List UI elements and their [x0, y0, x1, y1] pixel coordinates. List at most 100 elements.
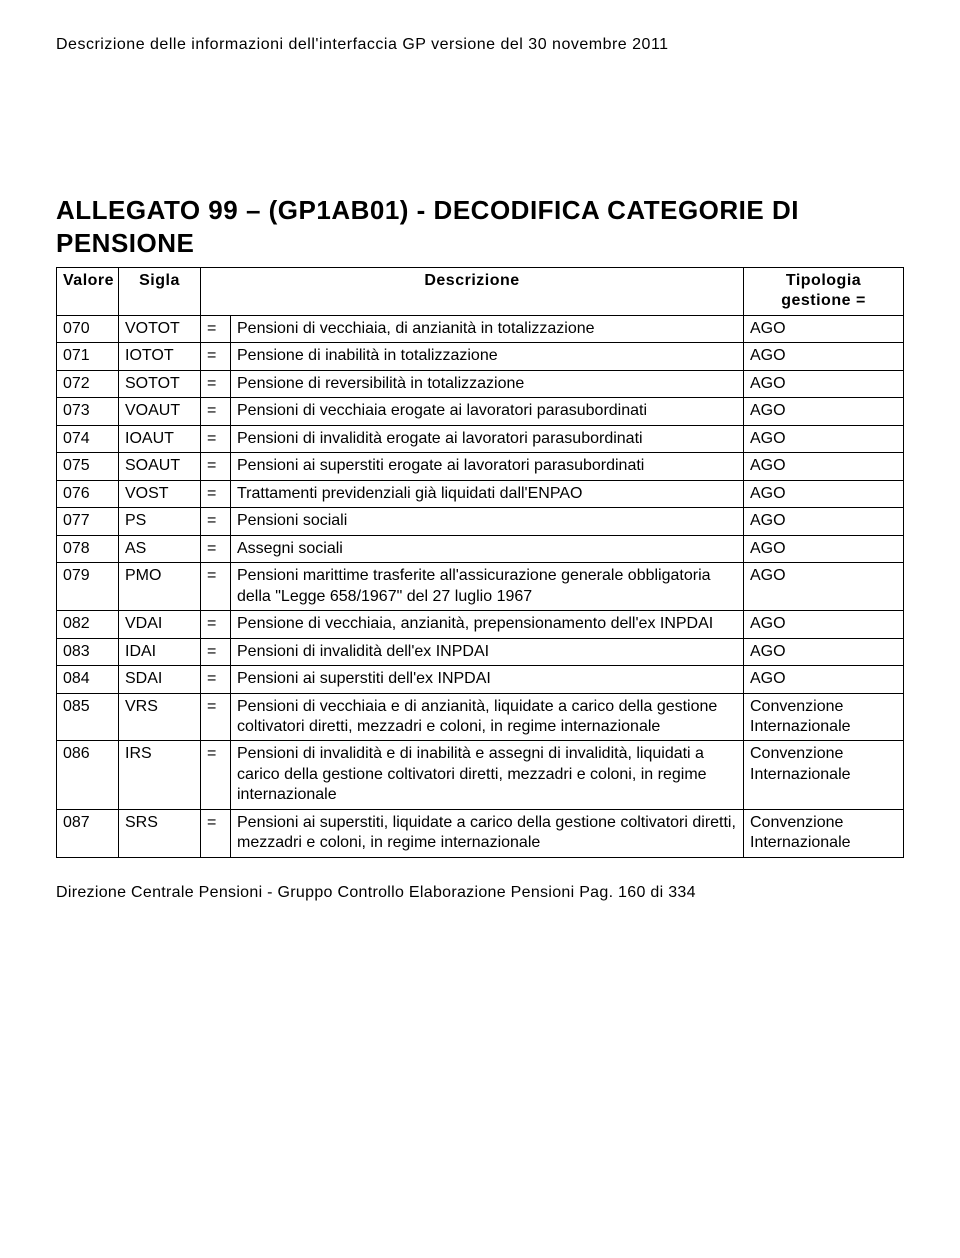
table-row: 070VOTOT=Pensioni di vecchiaia, di anzia… — [57, 315, 904, 342]
cell-descrizione: Pensioni ai superstiti dell'ex INPDAI — [231, 666, 744, 693]
cell-valore: 077 — [57, 508, 119, 535]
cell-valore: 075 — [57, 453, 119, 480]
document-page: Descrizione delle informazioni dell'inte… — [0, 0, 960, 922]
cell-equals: = — [201, 480, 231, 507]
cell-sigla: IRS — [119, 741, 201, 809]
page-footer: Direzione Centrale Pensioni - Gruppo Con… — [56, 884, 904, 902]
table-row: 079PMO=Pensioni marittime trasferite all… — [57, 563, 904, 611]
cell-sigla: IOTOT — [119, 343, 201, 370]
col-sigla: Sigla — [119, 268, 201, 316]
cell-valore: 070 — [57, 315, 119, 342]
table-row: 085VRS=Pensioni di vecchiaia e di anzian… — [57, 693, 904, 741]
table-row: 086IRS=Pensioni di invalidità e di inabi… — [57, 741, 904, 809]
cell-descrizione: Pensioni di vecchiaia erogate ai lavorat… — [231, 398, 744, 425]
table-row: 073VOAUT=Pensioni di vecchiaia erogate a… — [57, 398, 904, 425]
cell-sigla: SRS — [119, 809, 201, 857]
cell-descrizione: Pensioni ai superstiti erogate ai lavora… — [231, 453, 744, 480]
cell-sigla: SOTOT — [119, 370, 201, 397]
cell-descrizione: Pensioni di invalidità dell'ex INPDAI — [231, 638, 744, 665]
cell-valore: 083 — [57, 638, 119, 665]
cell-valore: 073 — [57, 398, 119, 425]
table-body: 070VOTOT=Pensioni di vecchiaia, di anzia… — [57, 315, 904, 857]
cell-sigla: PS — [119, 508, 201, 535]
cell-descrizione: Pensioni di invalidità erogate ai lavora… — [231, 425, 744, 452]
cell-descrizione: Pensione di reversibilità in totalizzazi… — [231, 370, 744, 397]
cell-equals: = — [201, 343, 231, 370]
cell-valore: 084 — [57, 666, 119, 693]
cell-descrizione: Assegni sociali — [231, 535, 744, 562]
cell-tipologia: AGO — [744, 425, 904, 452]
cell-sigla: IOAUT — [119, 425, 201, 452]
cell-descrizione: Pensione di vecchiaia, anzianità, prepen… — [231, 611, 744, 638]
cell-tipologia: AGO — [744, 398, 904, 425]
cell-valore: 086 — [57, 741, 119, 809]
document-title: ALLEGATO 99 – (GP1AB01) - DECODIFICA CAT… — [56, 194, 904, 259]
cell-tipologia: AGO — [744, 638, 904, 665]
table-row: 076VOST=Trattamenti previdenziali già li… — [57, 480, 904, 507]
cell-sigla: IDAI — [119, 638, 201, 665]
table-row: 078AS=Assegni socialiAGO — [57, 535, 904, 562]
cell-equals: = — [201, 453, 231, 480]
cell-valore: 076 — [57, 480, 119, 507]
table-row: 074IOAUT=Pensioni di invalidità erogate … — [57, 425, 904, 452]
cell-valore: 072 — [57, 370, 119, 397]
cell-sigla: VOAUT — [119, 398, 201, 425]
cell-sigla: VOST — [119, 480, 201, 507]
cell-sigla: SOAUT — [119, 453, 201, 480]
categories-table: Valore Sigla Descrizione Tipologia gesti… — [56, 267, 904, 858]
cell-tipologia: AGO — [744, 535, 904, 562]
cell-tipologia: Convenzione Internazionale — [744, 693, 904, 741]
cell-tipologia: AGO — [744, 611, 904, 638]
cell-descrizione: Pensioni di invalidità e di inabilità e … — [231, 741, 744, 809]
cell-equals: = — [201, 666, 231, 693]
cell-tipologia: AGO — [744, 343, 904, 370]
table-row: 087SRS=Pensioni ai superstiti, liquidate… — [57, 809, 904, 857]
cell-tipologia: AGO — [744, 315, 904, 342]
table-row: 071IOTOT=Pensione di inabilità in totali… — [57, 343, 904, 370]
cell-tipologia: AGO — [744, 480, 904, 507]
cell-tipologia: Convenzione Internazionale — [744, 741, 904, 809]
table-row: 072SOTOT=Pensione di reversibilità in to… — [57, 370, 904, 397]
cell-equals: = — [201, 693, 231, 741]
cell-sigla: PMO — [119, 563, 201, 611]
cell-tipologia: AGO — [744, 508, 904, 535]
cell-tipologia: Convenzione Internazionale — [744, 809, 904, 857]
table-row: 084SDAI=Pensioni ai superstiti dell'ex I… — [57, 666, 904, 693]
cell-sigla: VRS — [119, 693, 201, 741]
table-row: 082VDAI=Pensione di vecchiaia, anzianità… — [57, 611, 904, 638]
cell-valore: 078 — [57, 535, 119, 562]
cell-equals: = — [201, 611, 231, 638]
table-row: 075SOAUT=Pensioni ai superstiti erogate … — [57, 453, 904, 480]
cell-tipologia: AGO — [744, 666, 904, 693]
cell-equals: = — [201, 370, 231, 397]
cell-equals: = — [201, 563, 231, 611]
cell-valore: 079 — [57, 563, 119, 611]
cell-sigla: SDAI — [119, 666, 201, 693]
cell-equals: = — [201, 508, 231, 535]
cell-equals: = — [201, 425, 231, 452]
cell-descrizione: Pensioni ai superstiti, liquidate a cari… — [231, 809, 744, 857]
cell-tipologia: AGO — [744, 370, 904, 397]
cell-descrizione: Pensioni di vecchiaia, di anzianità in t… — [231, 315, 744, 342]
cell-tipologia: AGO — [744, 563, 904, 611]
cell-valore: 071 — [57, 343, 119, 370]
cell-valore: 074 — [57, 425, 119, 452]
cell-descrizione: Pensioni sociali — [231, 508, 744, 535]
cell-equals: = — [201, 315, 231, 342]
page-header: Descrizione delle informazioni dell'inte… — [56, 36, 904, 54]
cell-sigla: VOTOT — [119, 315, 201, 342]
cell-equals: = — [201, 741, 231, 809]
cell-descrizione: Pensione di inabilità in totalizzazione — [231, 343, 744, 370]
cell-valore: 085 — [57, 693, 119, 741]
cell-equals: = — [201, 809, 231, 857]
cell-tipologia: AGO — [744, 453, 904, 480]
col-descrizione: Descrizione — [201, 268, 744, 316]
table-header-row: Valore Sigla Descrizione Tipologia gesti… — [57, 268, 904, 316]
cell-descrizione: Pensioni di vecchiaia e di anzianità, li… — [231, 693, 744, 741]
table-row: 077PS=Pensioni socialiAGO — [57, 508, 904, 535]
cell-sigla: VDAI — [119, 611, 201, 638]
cell-equals: = — [201, 398, 231, 425]
table-row: 083IDAI=Pensioni di invalidità dell'ex I… — [57, 638, 904, 665]
cell-descrizione: Trattamenti previdenziali già liquidati … — [231, 480, 744, 507]
cell-descrizione: Pensioni marittime trasferite all'assicu… — [231, 563, 744, 611]
